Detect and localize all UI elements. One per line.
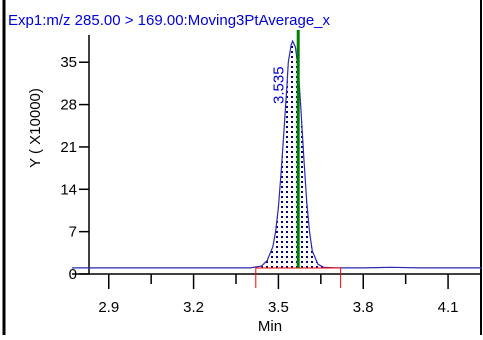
integration-baseline <box>255 267 342 288</box>
x-tick-label: 4.1 <box>438 299 459 316</box>
x-axis-ticks: 2.9 3.2 3.5 3.8 4.1 <box>98 274 458 316</box>
y-axis-label: Y ( X10000) <box>27 88 44 168</box>
x-tick-label: 3.2 <box>183 299 204 316</box>
peak-label: 3.535 <box>270 66 287 104</box>
y-axis-ticks: 0 7 14 21 28 35 <box>60 54 89 283</box>
x-tick-label: 2.9 <box>98 299 119 316</box>
y-tick-label: 14 <box>60 181 77 198</box>
y-tick-label: 35 <box>60 54 77 71</box>
x-tick-label: 3.5 <box>268 299 289 316</box>
x-axis-label: Min <box>258 318 282 335</box>
x-tick-label: 3.8 <box>353 299 374 316</box>
y-tick-label: 28 <box>60 97 77 114</box>
y-tick-label: 21 <box>60 139 77 156</box>
chart-title: Exp1:m/z 285.00 > 169.00:Moving3PtAverag… <box>8 12 331 29</box>
y-tick-label: 7 <box>69 224 77 241</box>
y-tick-label: 0 <box>69 266 77 283</box>
